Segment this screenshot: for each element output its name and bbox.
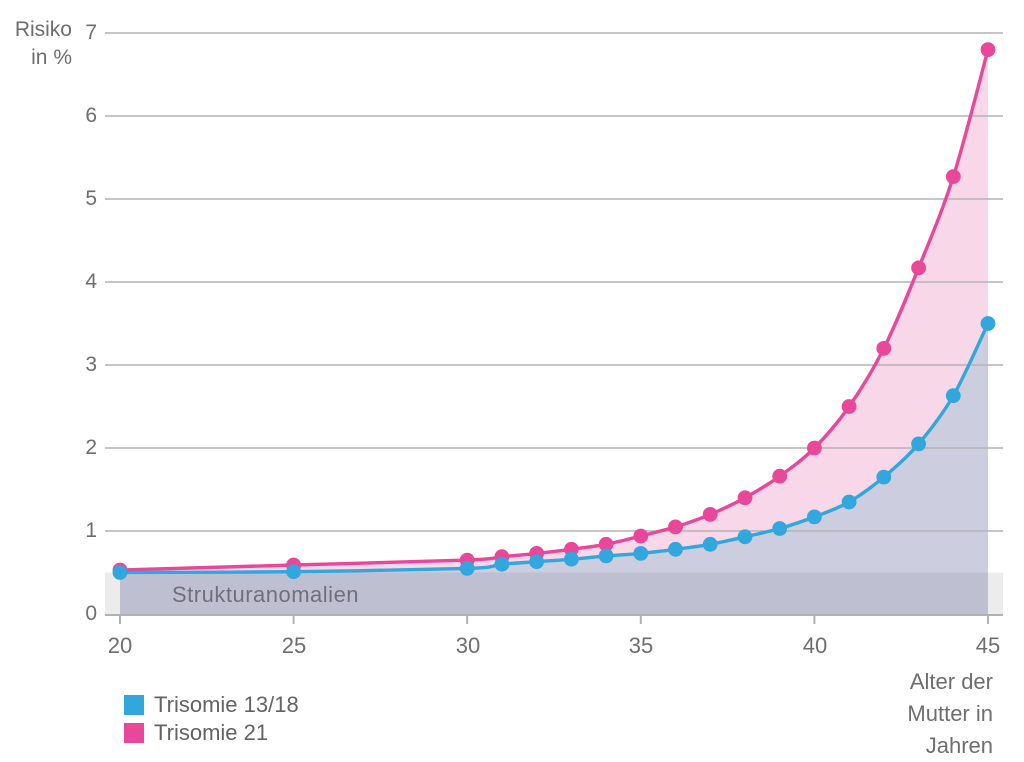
trisomie-13-18-point-age-25 <box>286 564 301 580</box>
trisomie-13-18-point-age-38 <box>737 529 753 545</box>
y-tick-label-6: 6 <box>85 104 97 127</box>
trisomie-13-18-point-age-34 <box>598 548 614 564</box>
trisomie-13-18-point-age-44 <box>945 388 961 404</box>
legend-swatch-trisomie-13-18 <box>124 695 144 715</box>
y-tick-label-5: 5 <box>85 187 97 210</box>
trisomie-13-18-point-age-37 <box>702 536 718 552</box>
legend-swatch-trisomie-21 <box>124 723 144 743</box>
y-axis-title-line2: in % <box>31 46 72 69</box>
trisomie-21-point-age-37 <box>702 507 718 522</box>
legend-item-trisomie-13-18: Trisomie 13/18 <box>124 692 299 717</box>
trisomie-13-18-point-age-30 <box>459 561 475 576</box>
trisomie-13-18-point-age-20 <box>112 565 128 580</box>
trisomie-21-point-age-36 <box>668 519 683 535</box>
x-axis-title-line3: Jahren <box>925 733 993 758</box>
y-tick-label-3: 3 <box>85 353 97 376</box>
trisomie-21-point-age-40 <box>807 440 822 456</box>
trisomie-21-point-age-34 <box>598 536 614 552</box>
trisomie-13-18-area <box>120 323 988 614</box>
x-tick-label-35: 35 <box>628 633 654 658</box>
trisomie-13-18-point-age-33 <box>564 551 579 567</box>
y-tick-label-1: 1 <box>85 519 97 542</box>
x-axis-title: Alter der Mutter in Jahren <box>793 666 993 762</box>
trisomie-13-18-point-age-31 <box>494 556 510 572</box>
trisomie-21-point-age-38 <box>737 490 753 506</box>
trisomie-21-point-age-41 <box>841 399 857 414</box>
x-tick-label-30: 30 <box>455 633 481 658</box>
strukturanomalien-band <box>105 572 1003 614</box>
trisomie-21-point-age-42 <box>876 341 892 356</box>
trisomie-13-18-point-age-36 <box>668 541 683 557</box>
y-tick-label-0: 0 <box>85 602 97 625</box>
trisomie-13-18-point-age-40 <box>807 509 822 525</box>
x-tick-label-40: 40 <box>802 633 828 658</box>
trisomie-13-18-point-age-32 <box>529 554 544 570</box>
x-axis-title-line2: Mutter in <box>907 701 993 726</box>
y-tick-label-7: 7 <box>85 21 97 44</box>
trisomie-13-18-point-age-45 <box>980 316 996 331</box>
trisomie-13-18-point-age-42 <box>876 469 892 485</box>
y-axis-title: Risiko in % <box>0 16 72 72</box>
legend: Trisomie 13/18 Trisomie 21 <box>124 692 299 745</box>
trisomie-21-point-age-44 <box>945 169 961 185</box>
trisomie-13-18-point-age-39 <box>772 521 788 536</box>
legend-label-trisomie-21: Trisomie 21 <box>154 720 269 745</box>
y-axis-title-line1: Risiko <box>14 18 72 41</box>
trisomie-21-area <box>120 49 988 573</box>
x-tick-label-25: 25 <box>281 633 307 658</box>
strukturanomalien-label: Strukturanomalien <box>172 582 360 607</box>
trisomie-13-18-point-age-43 <box>911 436 926 452</box>
y-tick-label-4: 4 <box>85 270 97 293</box>
x-tick-label-45: 45 <box>975 633 1001 658</box>
trisomie-21-point-age-35 <box>633 528 649 544</box>
x-axis-title-line1: Alter der <box>909 669 993 694</box>
trisomie-13-18-point-age-41 <box>841 494 857 510</box>
y-tick-label-2: 2 <box>85 436 97 459</box>
trisomie-21-point-age-39 <box>772 468 788 484</box>
trisomie-13-18-point-age-35 <box>633 546 649 561</box>
legend-item-trisomie-21: Trisomie 21 <box>124 720 299 745</box>
trisomie-21-point-age-45 <box>980 42 996 57</box>
legend-label-trisomie-13-18: Trisomie 13/18 <box>154 692 299 717</box>
trisomie-21-point-age-43 <box>911 260 926 276</box>
x-tick-label-20: 20 <box>107 633 133 658</box>
